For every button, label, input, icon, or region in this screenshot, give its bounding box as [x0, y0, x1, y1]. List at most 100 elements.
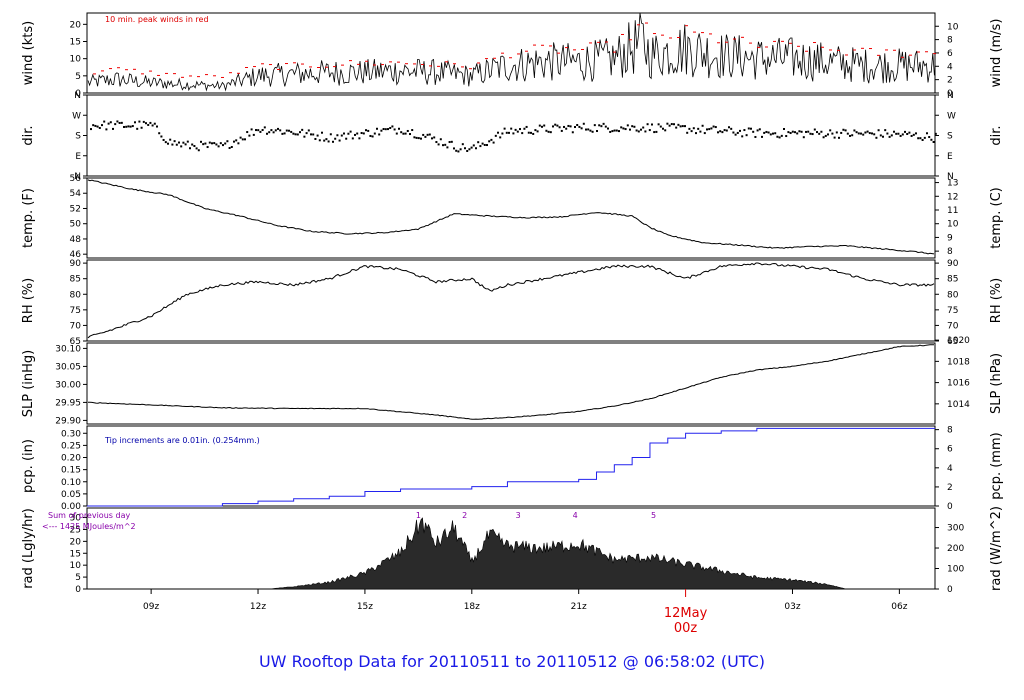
direction-point: [818, 132, 821, 135]
direction-point: [191, 143, 194, 146]
direction-point: [758, 128, 761, 131]
peak-marker-label: 4: [573, 511, 578, 520]
direction-point: [413, 136, 416, 139]
direction-point: [140, 126, 143, 129]
direction-point: [468, 148, 471, 151]
y-right-axis-label: SLP (hPa): [989, 353, 1004, 414]
direction-point: [197, 149, 200, 152]
direction-point: [857, 132, 860, 135]
direction-point: [246, 131, 249, 134]
direction-point: [681, 125, 684, 128]
direction-point: [708, 128, 711, 131]
direction-point: [479, 145, 482, 148]
y-tick-label: 30.10: [55, 344, 81, 354]
direction-point: [846, 132, 849, 135]
direction-point: [101, 124, 103, 127]
direction-point: [794, 131, 796, 134]
y-tick-label: 50: [70, 220, 82, 230]
direction-point: [307, 129, 310, 132]
direction-point: [490, 138, 493, 141]
direction-point: [831, 132, 834, 135]
panel-frame: [86, 94, 936, 177]
direction-point: [481, 142, 484, 145]
direction-point: [266, 132, 268, 135]
direction-point: [805, 130, 807, 133]
y-tick-label: E: [75, 152, 81, 162]
direction-point: [178, 141, 180, 144]
direction-point: [349, 130, 352, 133]
direction-point: [362, 132, 365, 135]
direction-point: [736, 131, 739, 134]
y-axis-label: rad (Lgly/hr): [21, 508, 36, 589]
direction-point: [189, 147, 191, 150]
direction-point: [789, 132, 792, 135]
direction-point: [864, 131, 867, 134]
direction-point: [461, 143, 464, 146]
x-tick-label: 03z: [784, 602, 800, 612]
direction-point: [391, 125, 394, 128]
direction-point: [589, 129, 592, 132]
direction-point: [290, 130, 293, 133]
direction-point: [164, 141, 167, 144]
direction-point: [534, 129, 537, 132]
direction-point: [347, 132, 350, 135]
direction-point: [464, 147, 466, 150]
direction-point: [728, 126, 730, 129]
direction-point: [503, 127, 506, 130]
direction-point: [576, 124, 579, 127]
direction-point: [811, 133, 814, 136]
direction-point: [756, 129, 759, 132]
direction-point: [800, 130, 803, 133]
y-tick-label: 0.10: [61, 478, 81, 488]
direction-point: [615, 129, 618, 132]
direction-point: [162, 138, 165, 141]
direction-point: [160, 135, 163, 138]
direction-point: [224, 142, 227, 145]
direction-point: [824, 134, 827, 137]
y-tick-label: 10: [70, 561, 82, 571]
direction-point: [904, 130, 906, 133]
direction-point: [706, 128, 708, 131]
direction-point: [611, 130, 614, 133]
direction-point: [499, 136, 502, 139]
direction-point: [873, 133, 876, 136]
direction-point: [730, 127, 733, 130]
direction-point: [367, 129, 370, 132]
direction-point: [483, 143, 486, 146]
direction-point: [862, 133, 865, 136]
direction-point: [530, 131, 532, 134]
y-right-tick-label: 2: [947, 483, 953, 493]
direction-point: [439, 138, 442, 141]
y-right-tick-label: S: [947, 132, 953, 142]
direction-point: [404, 132, 407, 135]
y-right-tick-label: 80: [947, 290, 959, 300]
direction-point: [875, 136, 878, 139]
direction-point: [629, 128, 631, 131]
direction-point: [901, 133, 904, 136]
direction-point: [250, 128, 253, 131]
y-right-tick-label: 10: [947, 220, 959, 230]
y-tick-label: 30.00: [55, 380, 81, 390]
direction-point: [787, 131, 790, 134]
direction-point: [382, 128, 385, 131]
direction-point: [717, 131, 719, 134]
direction-point: [844, 129, 847, 132]
panel-1: 0 5 10 15 20 0 2 4 6 8 10 wind (kts) wind (m/s) 10 mi…: [21, 12, 1004, 99]
direction-point: [897, 132, 900, 135]
series-line: [87, 179, 935, 255]
direction-point: [664, 129, 667, 132]
direction-point: [607, 127, 609, 130]
direction-point: [244, 138, 246, 141]
direction-point: [578, 125, 581, 128]
direction-point: [156, 125, 158, 128]
direction-point: [169, 138, 172, 141]
direction-point: [750, 127, 752, 130]
direction-point: [906, 132, 909, 135]
direction-point: [92, 124, 95, 127]
direction-point: [723, 129, 726, 132]
y-axis-label: SLP (inHg): [21, 350, 36, 418]
direction-point: [675, 126, 678, 129]
direction-point: [651, 123, 653, 126]
peak-wind-note: 10 min. peak winds in red: [105, 15, 209, 24]
